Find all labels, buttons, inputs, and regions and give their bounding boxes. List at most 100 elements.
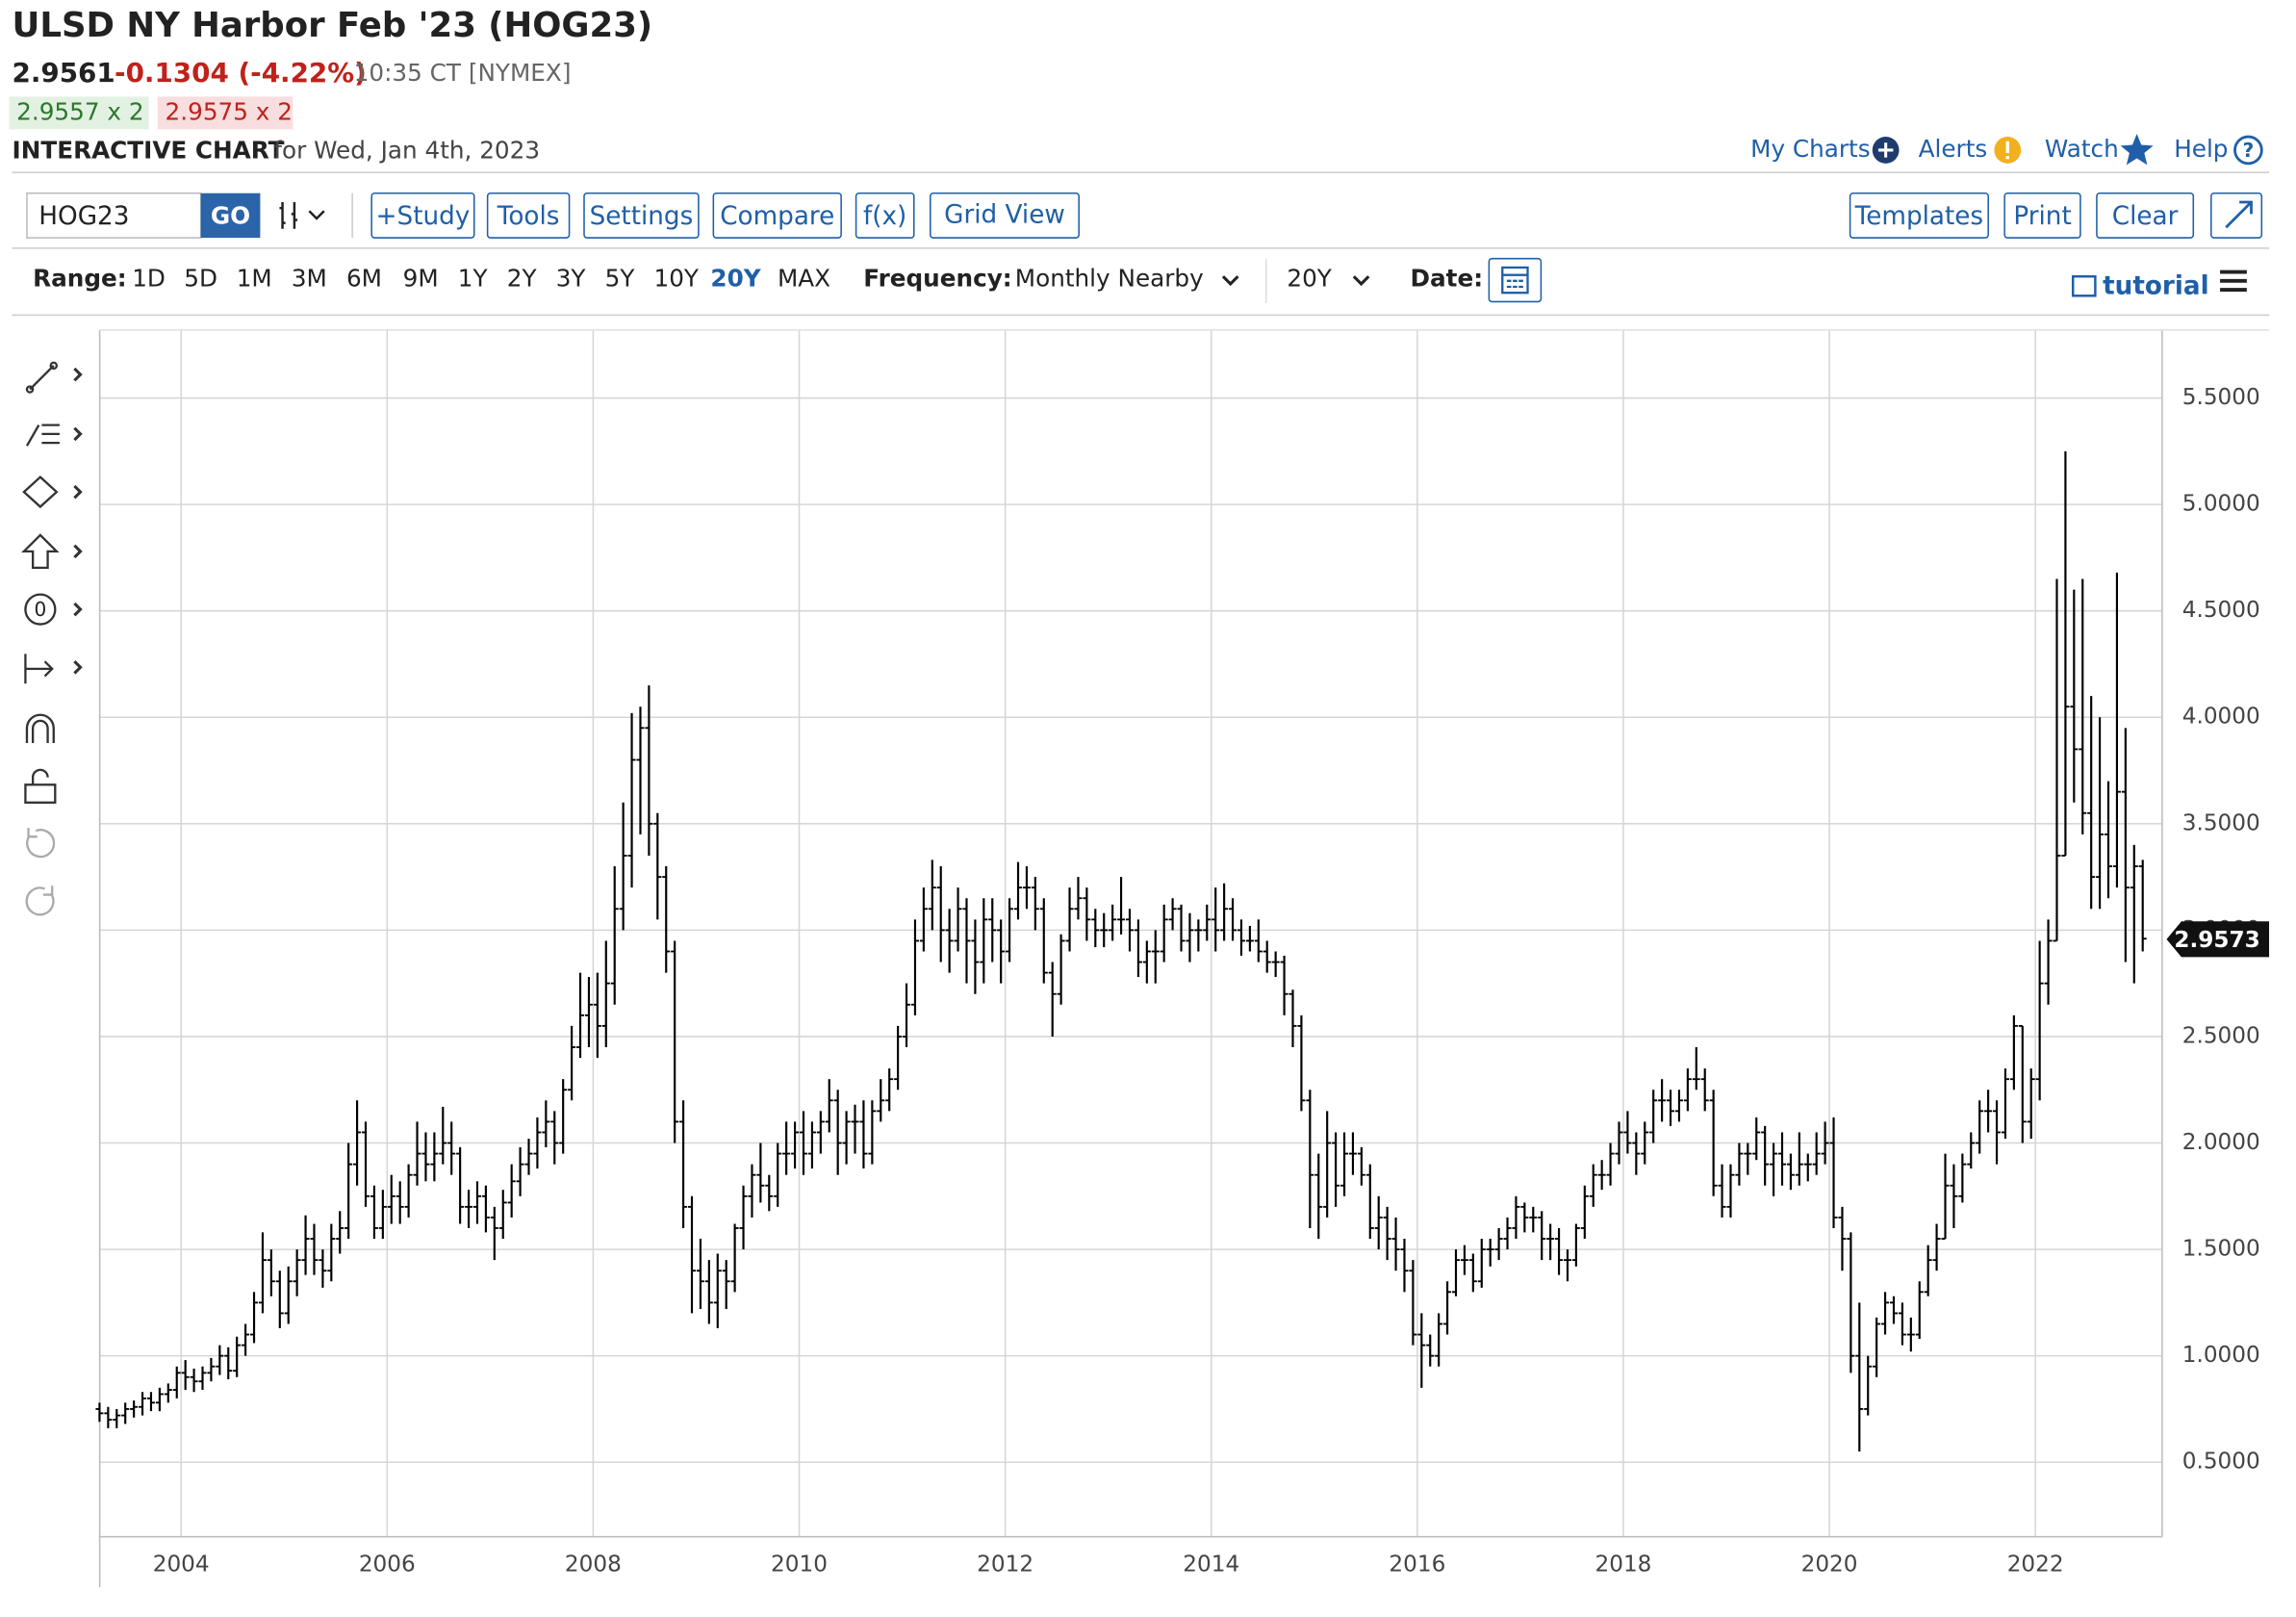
- button[interactable]: [930, 192, 1080, 239]
- button-label[interactable]: Grid View: [944, 200, 1065, 229]
- button-label[interactable]: +Study: [376, 202, 471, 231]
- button-label[interactable]: f(x): [863, 202, 906, 231]
- button[interactable]: [370, 192, 475, 239]
- bid-box: [9, 96, 149, 130]
- period-select[interactable]: 20Y: [1287, 264, 1332, 292]
- range-option[interactable]: 1M: [237, 264, 272, 292]
- frequency-label: Frequency:: [863, 264, 1011, 292]
- button[interactable]: [712, 192, 842, 239]
- x-tick-label: 2016: [1389, 1552, 1445, 1577]
- drawing-tools: [21, 361, 83, 916]
- button[interactable]: [2003, 192, 2081, 239]
- range-option[interactable]: 1Y: [458, 264, 489, 292]
- button-label[interactable]: Print: [2013, 202, 2071, 231]
- range-options: 1D 5D 1M 3M 6M 9M 1Y 2Y 3Y 5Y 10Y 20Y MAX: [132, 264, 830, 292]
- link[interactable]: My Charts: [1750, 135, 1870, 163]
- last-price: 2.9561: [13, 57, 115, 89]
- chart: 0.50001.00001.50002.00002.50003.00003.50…: [95, 329, 2270, 1588]
- chevron[interactable]: [1221, 275, 1239, 287]
- tool-arrow[interactable]: [21, 533, 60, 570]
- tool-redo[interactable]: [25, 886, 55, 916]
- tool-trendline[interactable]: [29, 365, 55, 391]
- button[interactable]: [855, 192, 915, 239]
- symbol-input[interactable]: HOG23: [38, 202, 129, 231]
- y-tick-label: 1.0000: [2182, 1343, 2260, 1368]
- range-option[interactable]: 6M: [346, 264, 382, 292]
- range-option[interactable]: 2Y: [507, 264, 538, 292]
- quote-time: 10:35 CT [NYMEX]: [354, 59, 572, 87]
- y-tick-label: 2.5000: [2182, 1023, 2260, 1048]
- range-option[interactable]: 3M: [292, 264, 327, 292]
- button[interactable]: [2096, 192, 2195, 239]
- range-option[interactable]: MAX: [778, 264, 830, 292]
- y-tick-label: 4.5000: [2182, 598, 2260, 623]
- x-tick-label: 2010: [771, 1552, 828, 1577]
- help-icon: ?: [2243, 139, 2255, 162]
- menu-icon[interactable]: [2220, 270, 2247, 293]
- tool-trendline: [25, 385, 35, 394]
- tool-undo[interactable]: [26, 828, 56, 859]
- tool-lock[interactable]: [24, 783, 57, 804]
- link[interactable]: Watch: [2045, 135, 2119, 163]
- range-label: Range:: [33, 264, 127, 292]
- tool-annotation[interactable]: [24, 593, 57, 626]
- link[interactable]: Help: [2174, 135, 2228, 163]
- date-label: Date:: [1411, 264, 1484, 292]
- button-label[interactable]: Settings: [590, 202, 694, 231]
- tool-lock: [31, 768, 49, 785]
- go-button[interactable]: GO: [211, 201, 250, 229]
- ask-box: [157, 96, 293, 130]
- price-change: -0.1304 (-4.22%): [115, 57, 367, 89]
- tutorial-icon[interactable]: [2071, 274, 2097, 297]
- title: ULSD NY Harbor Feb '23 (HOG23): [13, 6, 653, 45]
- ask: 2.9575 x 2: [166, 97, 293, 125]
- button[interactable]: [2210, 192, 2263, 239]
- x-tick-label: 2008: [565, 1552, 622, 1577]
- tutorial-link[interactable]: tutorial: [2103, 272, 2208, 301]
- range-option[interactable]: 3Y: [556, 264, 587, 292]
- tool-fib[interactable]: [25, 424, 60, 447]
- expand-icon: [2225, 200, 2253, 229]
- range-option[interactable]: 10Y: [653, 264, 699, 292]
- range-option[interactable]: 1D: [132, 264, 166, 292]
- go-button[interactable]: [200, 192, 261, 239]
- x-tick-label: 2012: [977, 1552, 1033, 1577]
- x-tick-label: 2018: [1594, 1552, 1651, 1577]
- chart-date: for Wed, Jan 4th, 2023: [273, 137, 540, 165]
- star-icon[interactable]: [2120, 133, 2154, 166]
- tool-trendline: [49, 361, 59, 371]
- last-price-label: 2.9573: [2174, 928, 2259, 953]
- tool-magnet[interactable]: [25, 713, 55, 744]
- button-label[interactable]: Tools: [497, 202, 560, 231]
- x-tick-label: 2004: [153, 1552, 210, 1577]
- help-icon[interactable]: [2233, 135, 2263, 166]
- tool-chevron[interactable]: [73, 367, 83, 675]
- button[interactable]: [583, 192, 700, 239]
- bar-type-icon[interactable]: [279, 202, 325, 229]
- button[interactable]: [1849, 192, 1989, 239]
- button-label[interactable]: Templates: [1854, 202, 1983, 231]
- range-option[interactable]: 20Y: [710, 264, 761, 292]
- frequency-select[interactable]: Monthly Nearby: [1015, 264, 1204, 292]
- y-tick-label: 1.5000: [2182, 1237, 2260, 1262]
- y-tick-label: 5.0000: [2182, 492, 2260, 517]
- tool-shape[interactable]: [22, 475, 59, 509]
- y-tick-label: 0.5000: [2182, 1450, 2260, 1475]
- button-label[interactable]: Compare: [720, 202, 834, 231]
- button-label[interactable]: Clear: [2112, 202, 2179, 231]
- chart-label: INTERACTIVE CHART: [13, 137, 285, 165]
- x-tick-label: 2022: [2007, 1552, 2064, 1577]
- range-option[interactable]: 5D: [184, 264, 217, 292]
- x-tick-label: 2006: [359, 1552, 416, 1577]
- range-option[interactable]: 9M: [403, 264, 439, 292]
- toolbar: +Study Tools Settings Compare f(x) Grid View T…: [370, 192, 2263, 239]
- link[interactable]: Alerts: [1919, 135, 1988, 163]
- y-tick-label: 2.0000: [2182, 1130, 2260, 1155]
- chevron[interactable]: [1352, 275, 1370, 287]
- range-option[interactable]: 5Y: [605, 264, 636, 292]
- plus-icon: [1877, 142, 1894, 158]
- button[interactable]: [486, 192, 571, 239]
